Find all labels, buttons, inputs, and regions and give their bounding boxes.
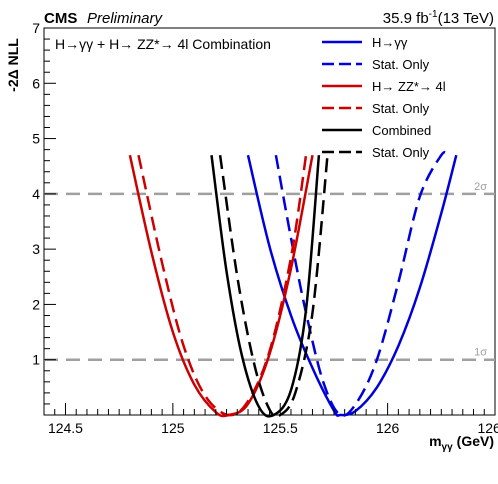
y-tick-label: 1: [32, 352, 40, 368]
y-tick-label: 5: [32, 131, 40, 147]
legend-label-3: H→ ZZ*→ 4l: [372, 79, 446, 94]
y-tick-label: 3: [32, 241, 40, 257]
series-line-5: [210, 155, 321, 418]
x-tick-label: 126.5: [477, 420, 498, 436]
y-tick-label: 7: [32, 20, 40, 36]
experiment-label: CMS: [44, 10, 77, 27]
luminosity-label: 35.9 fb-1(13 TeV): [383, 9, 494, 27]
legend-label-6: Stat. Only: [372, 145, 430, 160]
y-tick-label: 6: [32, 75, 40, 91]
x-axis-label-main: m: [429, 433, 441, 449]
lumi-exponent: -1: [429, 9, 438, 20]
series-line-2: [274, 150, 449, 417]
reference-label-1: 1σ: [474, 347, 487, 359]
series-line-6: [218, 155, 329, 418]
legend-label-1: H→γγ: [372, 35, 408, 50]
x-axis-label-unit: (GeV): [457, 433, 494, 449]
y-axis-label: -2Δ NLL: [5, 38, 21, 92]
x-tick-label: 125.5: [263, 420, 298, 436]
x-tick-label: 125: [161, 420, 185, 436]
x-tick-label: 124.5: [48, 420, 83, 436]
status-label: Preliminary: [87, 10, 164, 27]
y-tick-label: 2: [32, 296, 40, 312]
y-tick-label: 4: [32, 186, 40, 202]
series-line-4: [137, 154, 308, 417]
x-axis-label: mγγ (GeV): [429, 433, 494, 453]
x-axis-label-sub: γγ: [442, 442, 454, 453]
legend: H→γγ Stat. Only H→ ZZ*→ 4l Stat. Only Combin…: [322, 35, 446, 160]
lumi-value: 35.9 fb: [383, 10, 429, 27]
reference-label-2: 2σ: [474, 181, 487, 193]
legend-label-5: Combined: [372, 123, 431, 138]
series-line-3: [128, 154, 314, 418]
legend-label-4: Stat. Only: [372, 101, 430, 116]
x-tick-label: 126: [376, 420, 400, 436]
legend-label-2: Stat. Only: [372, 57, 430, 72]
lumi-energy: (13 TeV): [438, 10, 494, 27]
chart-title: H→γγ + H→ ZZ*→ 4l Combination: [55, 36, 271, 52]
